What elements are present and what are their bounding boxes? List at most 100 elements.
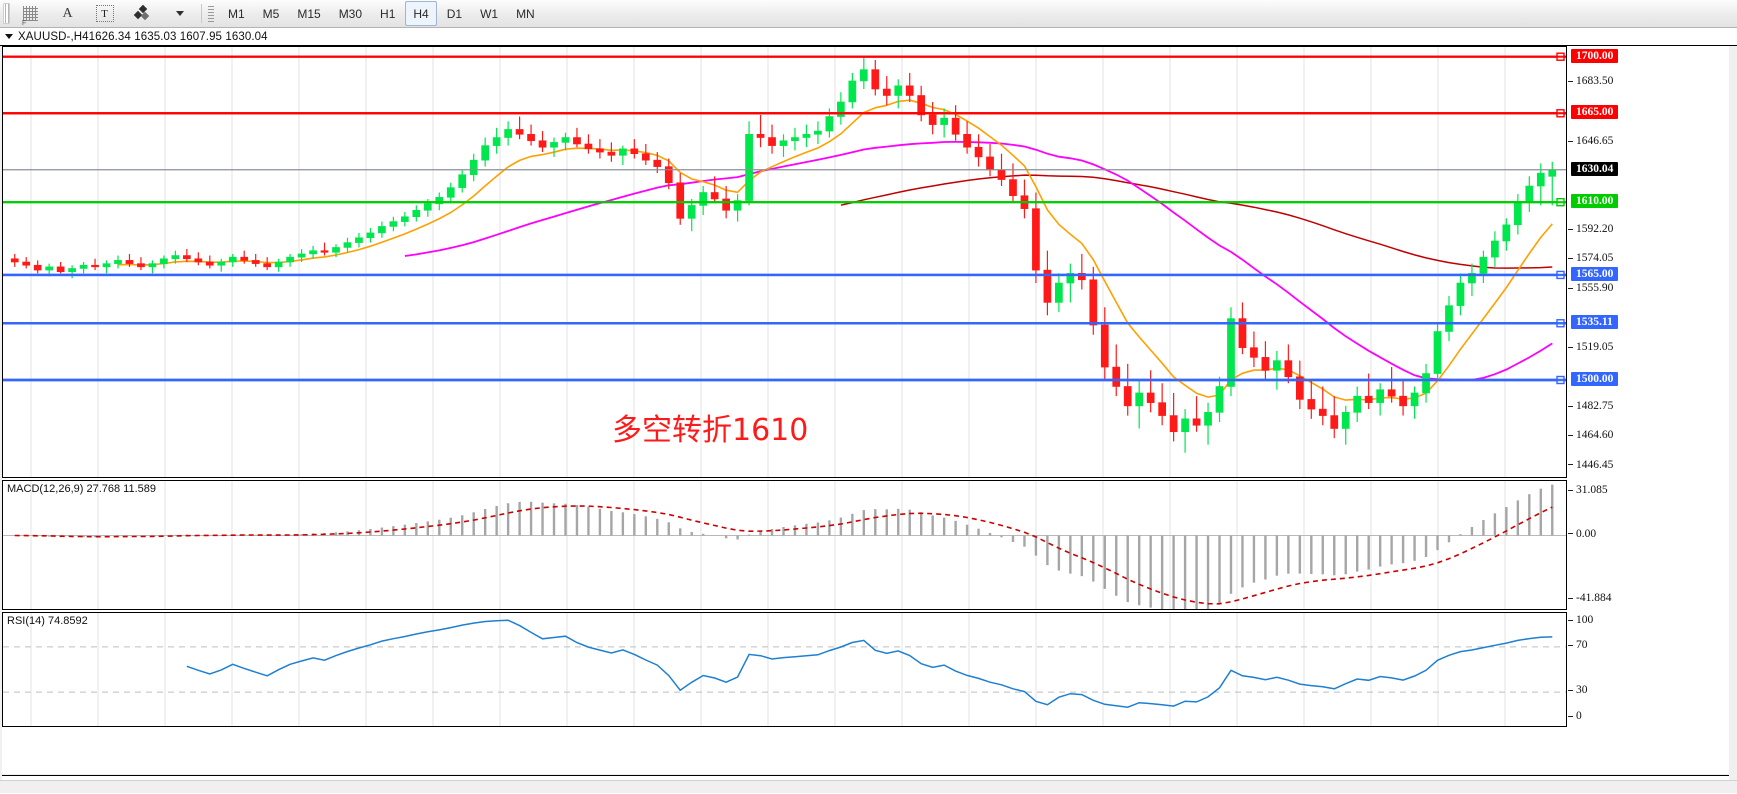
text-label-a-icon[interactable]: A [50,1,85,26]
candle-body [1066,273,1075,284]
candle-body [228,256,237,263]
timeframe-m15[interactable]: M15 [297,6,321,21]
candle-body [492,137,501,146]
price-level-label[interactable]: 1610.00 [1571,194,1619,209]
macd-axis-tick: 31.085 [1568,484,1608,496]
candle-series [10,56,1557,453]
candle-body [160,258,168,264]
candle-body [1353,395,1362,413]
chart-annotation-text: 多空转折1610 [612,413,809,448]
candle-body [619,148,627,156]
candle-body [756,133,765,138]
candle-body [814,130,822,135]
candle-body [1123,386,1132,407]
text-box-t-glyph: T [95,5,114,22]
candle-body [653,159,662,167]
price-axis-tick: 1574.05 [1568,252,1613,264]
rsi-tick-label: 70 [1576,638,1588,651]
toolbar-separator [201,4,202,23]
candle-body [114,260,122,264]
candle-body [458,174,467,188]
crosshair-f-icon[interactable] [13,1,48,27]
timeframe-m5[interactable]: M5 [262,6,280,21]
candle-body [905,85,914,96]
candle-body [1330,415,1339,429]
candle-body [435,197,444,205]
candle-body [1364,395,1373,403]
price-level-label[interactable]: 1535.11 [1571,315,1618,330]
candle-body [894,85,903,96]
candle-body [1410,392,1419,407]
price-axis[interactable]: 1683.50 1646.65 1592.20 1574.05 1555.90 1519.… [1568,46,1729,478]
timeframe-m30[interactable]: M30 [338,6,363,21]
candle-body [1433,331,1442,374]
candle-body [871,69,880,90]
price-axis-tick: 1446.45 [1568,459,1613,471]
candle-body [1077,273,1086,281]
timeframe-mn[interactable]: MN [516,6,535,21]
price-level-label[interactable]: 1630.04 [1571,161,1619,176]
symbol-bar[interactable]: XAUUSD-,H4 1626.34 1635.03 1607.95 1630.… [0,28,1737,46]
candle-body [320,250,329,253]
candle-body [1513,201,1522,226]
candle-body [366,232,375,239]
candle-body [389,221,398,227]
candle-body [676,182,685,219]
price-tick-label: 1464.60 [1576,429,1614,442]
candle-body [378,226,386,234]
candle-body [1112,366,1121,387]
timeframes-drag-handle[interactable] [208,5,214,22]
macd-tick-label: 0.00 [1576,527,1597,540]
candle-body [1387,389,1396,397]
timeframe-m1[interactable]: M1 [228,6,245,21]
chart-menu-caret-icon[interactable] [5,34,13,39]
ma-fast-line [117,99,1553,401]
timeframe-h1[interactable]: H1 [380,6,396,21]
timeframe-w1[interactable]: W1 [480,6,499,21]
price-level-label[interactable]: 1665.00 [1571,105,1619,120]
candle-body [928,114,937,125]
rsi-tick-label: 0 [1576,710,1582,722]
candle-body [882,88,891,96]
candle-body [286,256,294,263]
candle-body [848,80,857,103]
rsi-axis-tick: 30 [1568,684,1588,696]
toolbar-drag-handle[interactable] [3,3,10,24]
price-axis-tick: 1555.90 [1568,282,1613,294]
text-box-t-icon[interactable]: T [87,1,122,26]
candle-body [1009,179,1017,197]
macd-panel[interactable]: MACD(12,26,9) 27.768 11.589 [2,480,1567,610]
price-panel[interactable]: 多空转折1610 [2,46,1567,478]
candle-body [997,169,1006,180]
price-level-label[interactable]: 1565.00 [1571,266,1619,281]
candle-body [423,203,432,211]
price-tick-label: 1482.75 [1576,399,1614,412]
rsi-panel[interactable]: RSI(14) 74.8592 [2,612,1567,727]
candle-body [1261,357,1270,371]
candle-body [1502,224,1511,242]
candle-body [148,263,157,268]
macd-label: MACD(12,26,9) 27.768 11.589 [7,483,156,495]
objects-icon[interactable] [124,1,159,26]
price-level-label[interactable]: 1700.00 [1571,48,1619,63]
rsi-axis-tick: 70 [1568,639,1588,651]
timeframe-d1[interactable]: D1 [446,6,463,21]
candle-body [1341,412,1350,429]
candle-body [573,137,581,145]
candle-body [22,261,31,266]
candle-body [837,101,845,117]
candle-body [446,187,455,198]
price-tick-label: 1646.65 [1576,134,1614,147]
candle-body [630,148,639,154]
rsi-line [186,619,1553,708]
macd-tick-label: 31.085 [1576,484,1608,496]
objects-dropdown-caret[interactable] [161,1,196,26]
price-level-label[interactable]: 1500.00 [1571,372,1619,386]
timeframe-h4[interactable]: H4 [405,1,437,26]
macd-axis: 31.085 0.00 -41.884 [1568,480,1729,610]
rsi-label: RSI(14) 74.8592 [7,615,88,627]
candle-body [550,142,558,148]
candle-body [1307,399,1316,410]
candle-body [332,247,340,253]
price-axis-tick: 1519.05 [1568,341,1613,353]
